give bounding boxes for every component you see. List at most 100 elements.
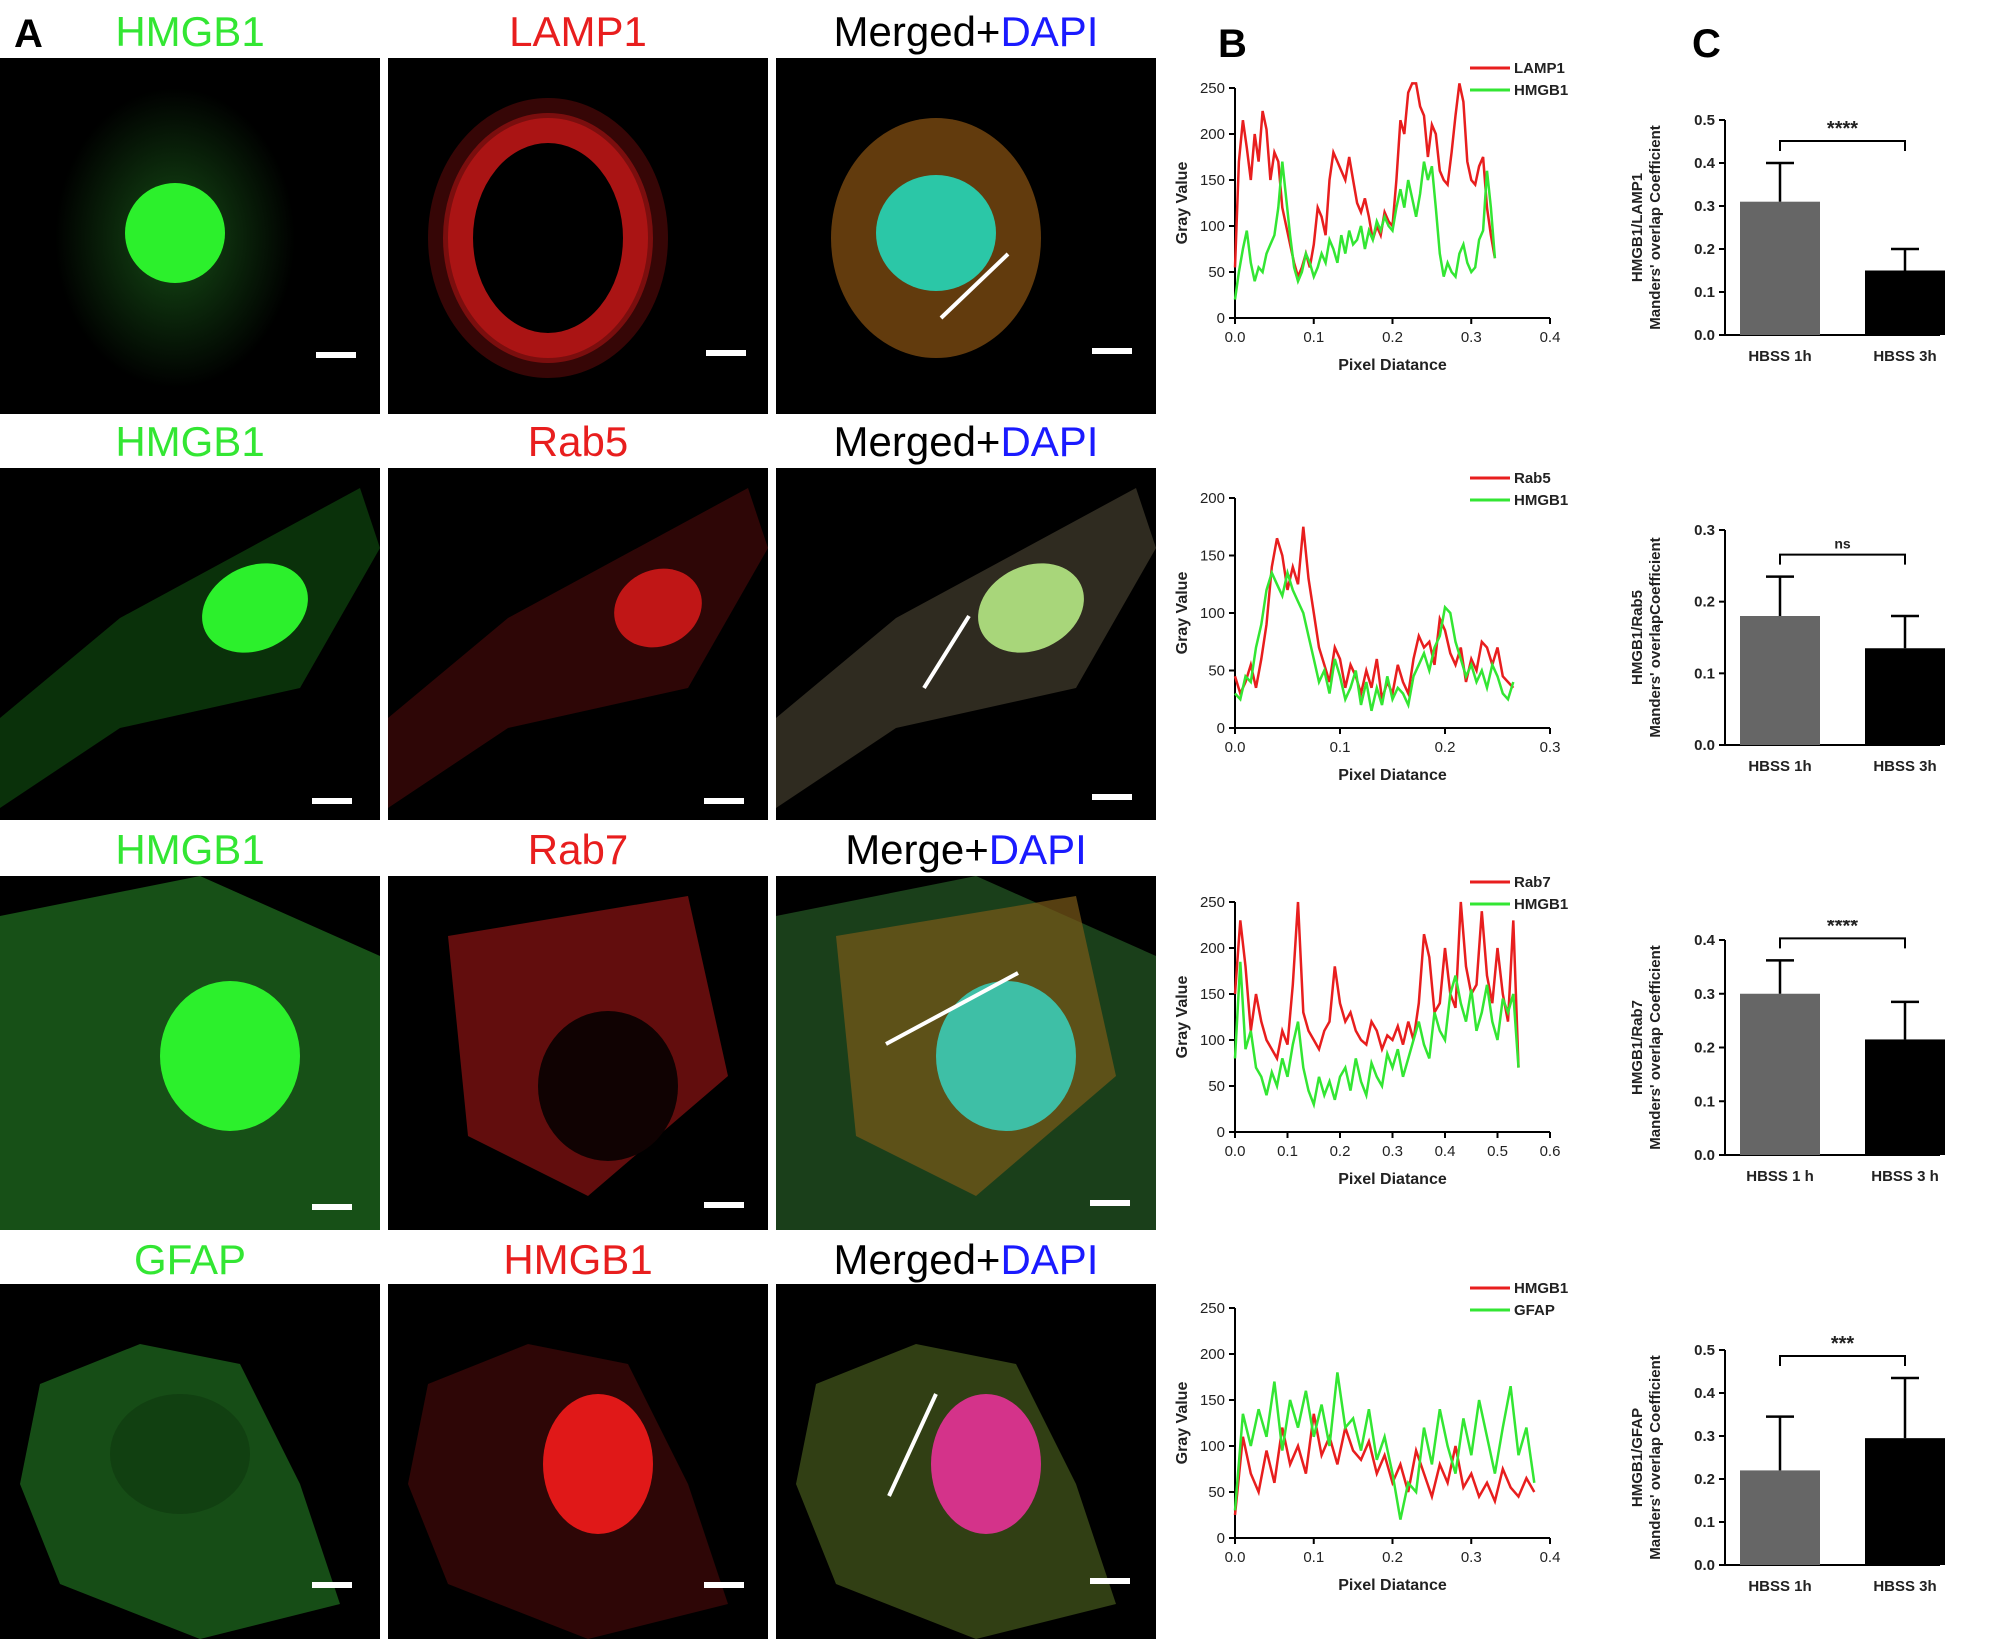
y-tick-label: 0.2 [1694,594,1715,611]
x-tick-label: 0.4 [1540,1549,1561,1566]
x-tick-label: 0.3 [1382,1143,1403,1160]
y-tick-label: 0.2 [1694,241,1715,258]
x-tick-label: 0.3 [1540,739,1561,756]
significance-bracket [1779,937,1906,949]
micrograph-rab5-row2 [388,468,768,820]
bar-1 [1865,648,1945,745]
row1-label-red: LAMP1 [509,8,647,55]
y-tick-label: 0.3 [1694,1428,1715,1445]
x-tick-label: 0.2 [1330,1143,1351,1160]
bar-0 [1740,1470,1820,1565]
x-tick-label: 0.0 [1225,739,1246,756]
y-axis-label: Manders' overlap Coefficient [1647,1355,1664,1559]
row2-label-red: Rab5 [527,418,629,465]
y-axis-label: Gray Value [1174,976,1191,1059]
x-tick-label: 0.1 [1277,1143,1298,1160]
y-axis-label: Gray Value [1174,162,1191,245]
y-tick-label: 0.4 [1694,932,1716,949]
x-axis-label: Pixel Diatance [1338,357,1447,374]
line-chart-lamp1: 0 50 100 150 200 250 0.0 0.1 0.2 0.3 0.4 Pixel Diat… [1174,60,1568,374]
micrograph-merged-row4 [776,1284,1156,1639]
y-tick-label: 200 [1200,1346,1225,1363]
bar-chart-gfap: 0.0 0.1 0.2 0.3 0.4 0.5 HBSS 1h HBSS 3h *** HMGB1… [1629,1333,1945,1595]
micrograph-rab7-row3 [388,876,768,1230]
y-tick-label: 0.3 [1694,986,1715,1003]
y-tick-label: 0.0 [1694,327,1715,344]
y-tick-label: 100 [1200,605,1225,622]
y-tick-label: 100 [1200,1438,1225,1455]
line-chart-rab5: 0 50 100 150 200 0.0 0.1 0.2 0.3 Pixel Diatance Gr… [1174,470,1568,784]
y-tick-label: 150 [1200,986,1225,1003]
micrograph-hmgb1-row3 [0,876,380,1230]
panel-letter-c: C [1692,22,1721,66]
bar-0 [1740,616,1820,745]
legend-label: HMGB1 [1514,492,1568,509]
micrograph-hmgb1-row4 [388,1284,768,1639]
row2-label-green: HMGB1 [115,418,265,465]
panel-letter-b: B [1218,22,1247,66]
y-tick-label: 0.1 [1694,1514,1715,1531]
legend-label: HMGB1 [1514,1280,1568,1297]
bar-0 [1740,201,1820,335]
y-tick-label: 0.1 [1694,284,1715,301]
x-axis-label: Pixel Diatance [1338,1577,1447,1594]
y-tick-label: 150 [1200,172,1225,189]
micrograph-gfap-row4 [0,1284,380,1639]
category-label: HBSS 3h [1873,1578,1936,1595]
row1-label-merged: Merged+DAPI [833,8,1099,55]
x-tick-label: 0.1 [1330,739,1351,756]
y-tick-label: 0.0 [1694,1557,1715,1574]
y-axis-label: Manders' overlap Coefficient [1647,945,1664,1149]
line-chart-rab7: 0 50 100 150 200 250 0.0 0.1 0.2 0.3 0.4 0.5 0.6 Pixe… [1174,874,1568,1188]
bar-1 [1865,1438,1945,1565]
y-tick-label: 0.4 [1694,155,1716,172]
significance-bracket [1779,140,1906,151]
y-tick-label: 50 [1208,1484,1225,1501]
x-tick-label: 0.2 [1382,329,1403,346]
line-chart-gfap: 0 50 100 150 200 250 0.0 0.1 0.2 0.3 0.4 Pixel Diat… [1174,1280,1568,1594]
y-tick-label: 0 [1217,720,1225,737]
y-axis-label: HMGB1/Rab5 [1629,590,1646,685]
x-tick-label: 0.1 [1303,1549,1324,1566]
y-tick-label: 0.3 [1694,522,1715,539]
panel-letter-a: A [14,12,43,56]
y-tick-label: 150 [1200,1392,1225,1409]
micrograph-merged-row3 [776,876,1156,1230]
x-tick-label: 0.2 [1382,1549,1403,1566]
y-tick-label: 200 [1200,940,1225,957]
y-tick-label: 0 [1217,310,1225,327]
y-axis-label: HMGB1/Rab7 [1629,1000,1646,1095]
y-axis-label: HMGB1/GFAP [1629,1408,1646,1507]
y-tick-label: 0.1 [1694,1093,1715,1110]
x-tick-label: 0.5 [1487,1143,1508,1160]
x-tick-label: 0.4 [1435,1143,1456,1160]
legend-label: LAMP1 [1514,60,1565,77]
row4-label-merged: Merged+DAPI [833,1236,1099,1283]
y-axis-label: Gray Value [1174,572,1191,655]
y-tick-label: 0 [1217,1530,1225,1547]
y-tick-label: 250 [1200,894,1225,911]
significance-label: **** [1827,920,1858,937]
bar-1 [1865,1039,1945,1155]
row4-label-red: HMGB1 [503,1236,653,1283]
y-axis-label: Manders' overlapCoefficient [1647,537,1664,737]
x-tick-label: 0.3 [1461,329,1482,346]
y-tick-label: 0.2 [1694,1040,1715,1057]
series-line-hmgb1 [1233,161,1497,300]
x-tick-label: 0.1 [1303,329,1324,346]
legend-label: Rab5 [1514,470,1551,487]
category-label: HBSS 1 h [1746,1168,1814,1185]
y-tick-label: 0.1 [1694,665,1715,682]
series-line-rab5 [1233,526,1515,700]
category-label: HBSS 1h [1748,758,1811,775]
micrograph-hmgb1-row1 [0,58,380,414]
x-tick-label: 0.4 [1540,329,1561,346]
row3-label-red: Rab7 [527,826,629,873]
x-tick-label: 0.0 [1225,329,1246,346]
y-tick-label: 0.5 [1694,1342,1715,1359]
bar-0 [1740,993,1820,1155]
significance-bracket [1779,1354,1906,1366]
y-axis-label: Manders' overlap Coefficient [1647,125,1664,329]
y-tick-label: 0.4 [1694,1385,1716,1402]
x-tick-label: 0.3 [1461,1549,1482,1566]
